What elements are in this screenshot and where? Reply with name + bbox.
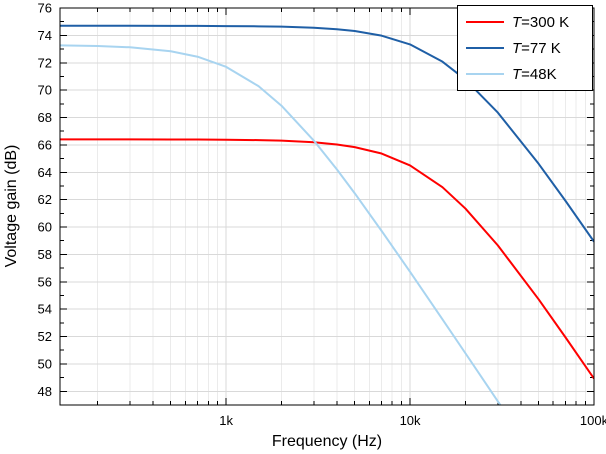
- legend-item: T=300 K: [458, 9, 592, 35]
- y-tick-label: 68: [38, 110, 52, 125]
- y-tick-label: 72: [38, 55, 52, 70]
- legend-label: T=77 K: [512, 39, 561, 57]
- legend-line-sample: [466, 47, 504, 49]
- legend-item: T=77 K: [458, 35, 592, 61]
- legend-line-sample: [466, 73, 504, 75]
- curve-series-2: [60, 44, 502, 405]
- y-tick-label: 58: [38, 247, 52, 262]
- y-tick-label: 60: [38, 220, 52, 235]
- plot-border: [59, 7, 595, 406]
- y-tick-label: 54: [38, 302, 52, 317]
- y-tick-label: 56: [38, 274, 52, 289]
- curve-series-0: [60, 138, 594, 380]
- x-tick-label: 100k: [580, 413, 606, 428]
- legend-label: T=48K: [512, 65, 557, 83]
- x-axis-label: Frequency (Hz): [272, 433, 382, 450]
- y-tick-label: 52: [38, 329, 52, 344]
- curve-series-1: [60, 24, 594, 243]
- y-axis-label: Voltage gain (dB): [3, 145, 20, 268]
- y-tick-label: 76: [38, 1, 52, 16]
- y-tick-label: 66: [38, 137, 52, 152]
- x-tick-label: 10k: [400, 413, 421, 428]
- y-tick-label: 64: [38, 165, 52, 180]
- legend-label: T=300 K: [512, 13, 570, 31]
- y-tick-label: 62: [38, 192, 52, 207]
- y-tick-label: 74: [38, 28, 52, 43]
- legend-line-sample: [466, 21, 504, 23]
- legend-item: T=48K: [458, 61, 592, 87]
- y-tick-label: 48: [38, 384, 52, 399]
- y-tick-label: 70: [38, 83, 52, 98]
- x-tick-label: 1k: [219, 413, 233, 428]
- legend: T=300 K T=77 K T=48K: [457, 5, 593, 91]
- y-tick-label: 50: [38, 356, 52, 371]
